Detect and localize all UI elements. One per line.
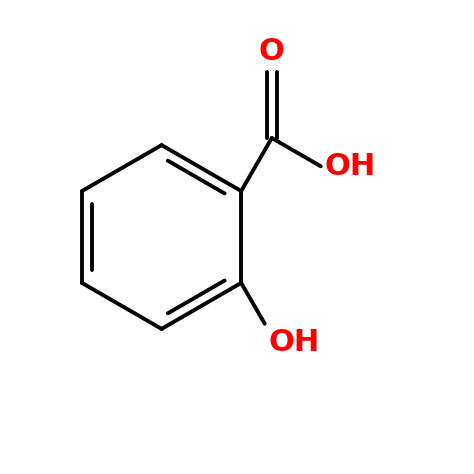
- Text: OH: OH: [268, 328, 320, 357]
- Text: OH: OH: [325, 152, 376, 181]
- Text: O: O: [259, 37, 285, 66]
